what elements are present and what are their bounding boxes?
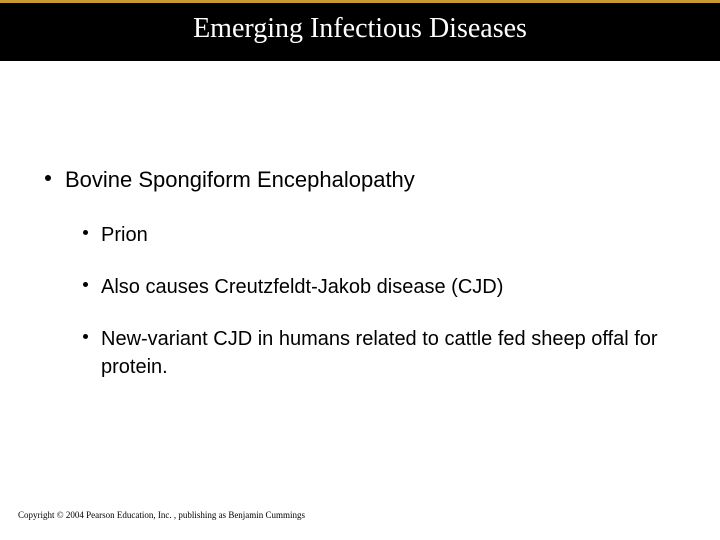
title-band: Emerging Infectious Diseases	[0, 0, 720, 61]
bullet-text: Prion	[101, 221, 148, 249]
slide-title: Emerging Infectious Diseases	[0, 3, 720, 61]
bullet-item-l2: Prion	[83, 221, 675, 249]
bullet-text: New-variant CJD in humans related to cat…	[101, 325, 675, 381]
bullet-dot	[83, 334, 88, 339]
bullet-text: Bovine Spongiform Encephalopathy	[65, 165, 415, 195]
bullet-item-l2: Also causes Creutzfeldt-Jakob disease (C…	[83, 273, 675, 301]
slide: Emerging Infectious Diseases Bovine Spon…	[0, 0, 720, 540]
bullet-dot	[83, 230, 88, 235]
copyright-text: Copyright © 2004 Pearson Education, Inc.…	[18, 510, 305, 520]
slide-body: Bovine Spongiform Encephalopathy Prion A…	[45, 165, 675, 405]
bullet-item-l2: New-variant CJD in humans related to cat…	[83, 325, 675, 381]
bullet-dot	[45, 175, 51, 181]
bullet-dot	[83, 282, 88, 287]
bullet-text: Also causes Creutzfeldt-Jakob disease (C…	[101, 273, 503, 301]
bullet-item-l1: Bovine Spongiform Encephalopathy	[45, 165, 675, 195]
